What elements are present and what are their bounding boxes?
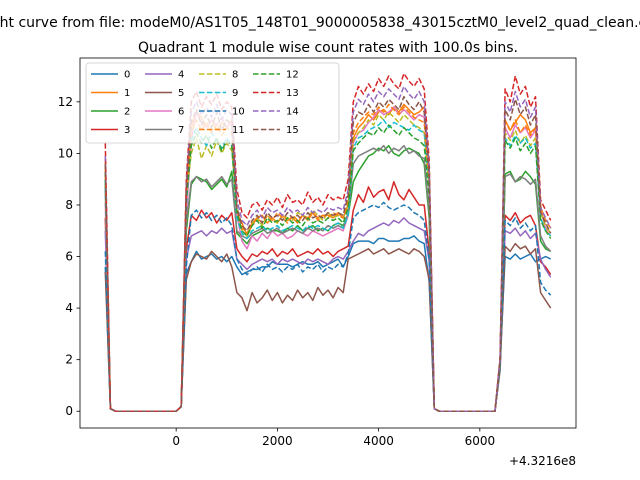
y-tick-label: 2	[65, 353, 73, 367]
legend-label-14: 14	[286, 107, 299, 118]
series-15-line	[104, 95, 552, 412]
x-offset-label: +4.3216e8	[509, 454, 576, 468]
legend-label-5: 5	[178, 88, 184, 99]
y-tick-label: 4	[65, 301, 73, 315]
legend-label-0: 0	[124, 70, 130, 81]
y-tick-label: 6	[65, 250, 73, 264]
y-tick-label: 8	[65, 198, 73, 212]
legend-label-1: 1	[124, 88, 130, 99]
legend-label-10: 10	[232, 107, 245, 118]
legend-label-7: 7	[178, 125, 184, 136]
legend-label-9: 9	[232, 88, 238, 99]
legend-box	[85, 62, 340, 144]
x-tick-label: 4000	[363, 434, 394, 448]
x-tick-label: 2000	[262, 434, 293, 448]
y-tick-label: 10	[58, 146, 73, 160]
legend-label-12: 12	[286, 70, 299, 81]
x-tick-label: 0	[172, 434, 180, 448]
legend-label-13: 13	[286, 88, 299, 99]
legend-label-15: 15	[286, 125, 299, 136]
series-layer	[104, 72, 552, 412]
chart-suptitle: Light curve from file: modeM0/AS1T05_148…	[0, 15, 640, 31]
legend-label-3: 3	[124, 125, 130, 136]
chart-title: Quadrant 1 module wise count rates with …	[138, 40, 518, 56]
legend-label-6: 6	[178, 107, 184, 118]
axes-layer: 0 2000 4000 6000 0 2 4 6 8 10 12	[58, 95, 495, 448]
x-tick-label: 6000	[465, 434, 496, 448]
y-tick-label: 12	[58, 95, 73, 109]
legend-label-8: 8	[232, 70, 238, 81]
legend-label-11: 11	[232, 125, 245, 136]
legend-label-2: 2	[124, 107, 130, 118]
plot-frame	[79, 57, 577, 429]
y-tick-label: 0	[65, 404, 73, 418]
legend-label-4: 4	[178, 70, 184, 81]
